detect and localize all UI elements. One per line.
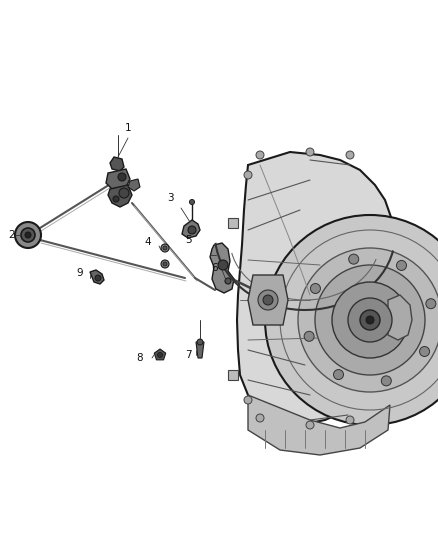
Circle shape	[190, 199, 194, 205]
Circle shape	[333, 369, 343, 379]
Polygon shape	[248, 395, 390, 455]
Text: 4: 4	[145, 237, 151, 247]
Circle shape	[113, 196, 119, 202]
Polygon shape	[237, 152, 400, 425]
Circle shape	[306, 148, 314, 156]
Text: 6: 6	[212, 263, 218, 273]
Circle shape	[256, 414, 264, 422]
Circle shape	[348, 298, 392, 342]
Text: 7: 7	[185, 350, 191, 360]
Circle shape	[396, 261, 406, 270]
Circle shape	[311, 284, 321, 294]
Text: 3: 3	[167, 193, 173, 203]
Circle shape	[163, 262, 167, 266]
Circle shape	[315, 265, 425, 375]
Circle shape	[163, 246, 167, 250]
Circle shape	[349, 254, 359, 264]
Circle shape	[263, 295, 273, 305]
Circle shape	[298, 248, 438, 392]
Circle shape	[332, 282, 408, 358]
Circle shape	[244, 396, 252, 404]
Circle shape	[306, 421, 314, 429]
Circle shape	[25, 232, 31, 238]
Polygon shape	[388, 295, 412, 340]
Circle shape	[265, 215, 438, 425]
Circle shape	[366, 316, 374, 324]
Circle shape	[118, 173, 126, 181]
Circle shape	[161, 260, 169, 268]
Circle shape	[158, 352, 162, 358]
Polygon shape	[196, 342, 204, 358]
Text: 5: 5	[185, 235, 191, 245]
Circle shape	[188, 226, 196, 234]
Text: 2: 2	[9, 230, 15, 240]
Circle shape	[197, 339, 203, 345]
Circle shape	[225, 278, 231, 284]
Polygon shape	[228, 218, 238, 228]
Polygon shape	[90, 270, 104, 284]
Circle shape	[244, 171, 252, 179]
Circle shape	[119, 188, 129, 198]
Polygon shape	[210, 243, 234, 293]
Circle shape	[426, 298, 436, 309]
Polygon shape	[182, 220, 200, 238]
Circle shape	[258, 290, 278, 310]
Polygon shape	[110, 157, 124, 171]
Polygon shape	[108, 185, 132, 207]
Text: 1: 1	[125, 123, 131, 133]
Circle shape	[21, 228, 35, 242]
Circle shape	[161, 244, 169, 252]
Circle shape	[346, 416, 354, 424]
Circle shape	[304, 332, 314, 341]
Polygon shape	[106, 169, 130, 189]
Circle shape	[256, 151, 264, 159]
Polygon shape	[154, 349, 166, 360]
Circle shape	[420, 346, 430, 357]
Polygon shape	[228, 370, 238, 380]
Circle shape	[346, 151, 354, 159]
Text: 8: 8	[137, 353, 143, 363]
Polygon shape	[248, 275, 288, 325]
Circle shape	[95, 275, 101, 281]
Text: 9: 9	[77, 268, 83, 278]
Circle shape	[360, 310, 380, 330]
Circle shape	[218, 260, 228, 270]
Circle shape	[15, 222, 41, 248]
Circle shape	[381, 376, 391, 386]
Polygon shape	[128, 179, 140, 191]
